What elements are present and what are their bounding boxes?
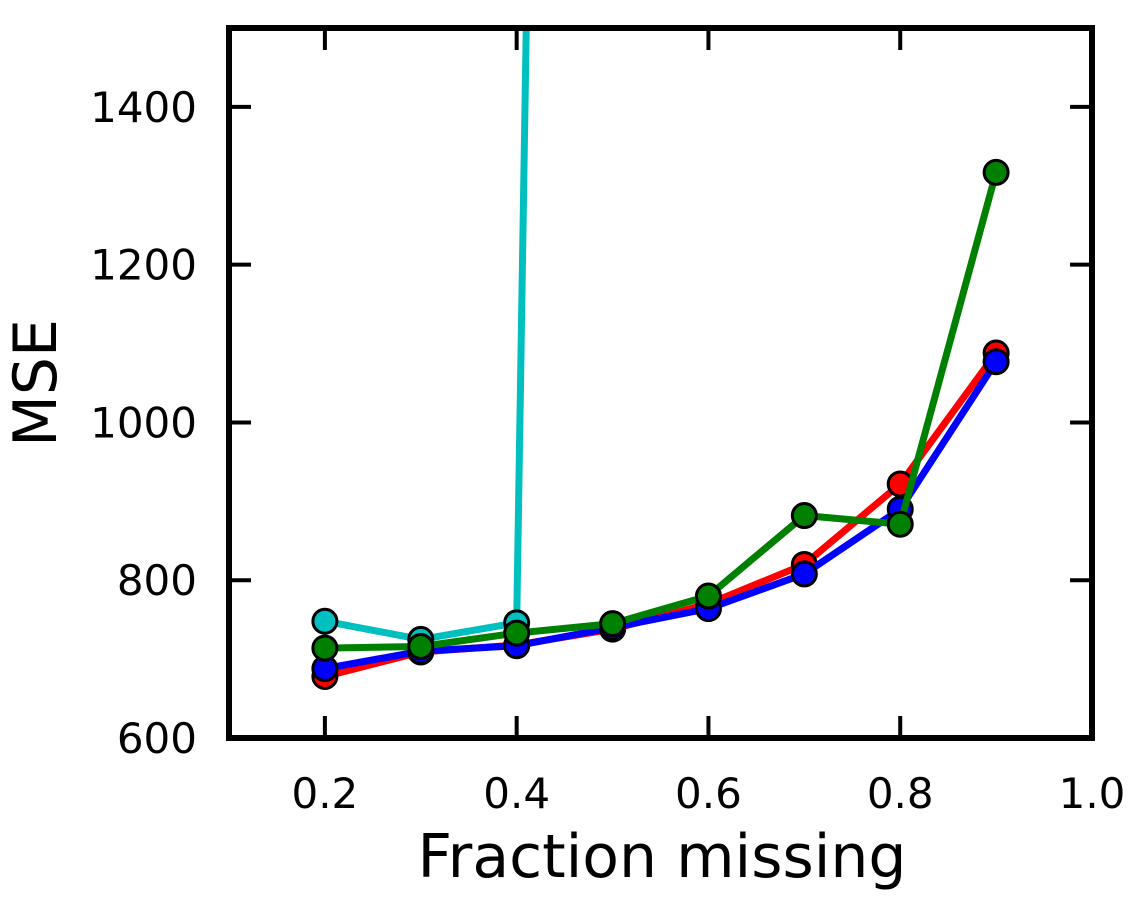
series-line (324, 27, 530, 643)
data-point (790, 560, 818, 588)
data-point (982, 158, 1010, 186)
data-point (503, 619, 531, 647)
series-group-3 (311, 158, 1010, 662)
x-tick-label: 0.6 (675, 769, 742, 818)
data-point (694, 582, 722, 610)
y-tick-label: 1000 (90, 398, 197, 447)
y-tick-label: 1400 (90, 83, 197, 132)
data-point (790, 502, 818, 530)
data-point (886, 510, 914, 538)
plot-frame (226, 25, 1095, 741)
x-tick-label: 0.2 (291, 769, 358, 818)
x-tick-label: 0.4 (483, 769, 550, 818)
data-point (407, 632, 435, 660)
data-point (599, 610, 627, 638)
plot-area (229, 28, 1092, 738)
x-tick-label: 1.0 (1059, 769, 1126, 818)
data-point (982, 348, 1010, 376)
y-tick-label: 600 (117, 714, 197, 763)
series-layer (311, 27, 1010, 690)
y-tick-label: 800 (117, 556, 197, 605)
y-tick-label: 1200 (90, 241, 197, 290)
y-axis-title: MSE (1, 319, 71, 447)
tick-labels-layer: 0.2 0.4 0.6 0.8 1.0 600 800 1000 1200 1400 (90, 83, 1125, 818)
data-point (311, 634, 339, 662)
x-axis-title: Fraction missing (418, 822, 907, 892)
series-line (324, 171, 1000, 652)
data-point (311, 607, 339, 635)
x-tick-label: 0.8 (867, 769, 934, 818)
